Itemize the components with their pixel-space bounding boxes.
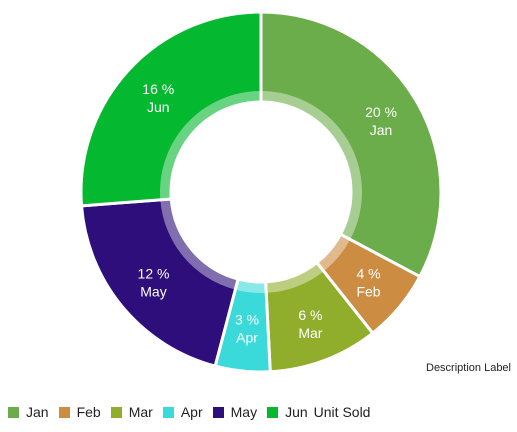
legend-swatch — [8, 406, 19, 418]
slice-inner-ring-may — [160, 198, 239, 290]
legend: Jan Feb Mar Apr May Jun Unit Sold — [8, 404, 370, 420]
legend-swatch — [162, 406, 174, 418]
slice-inner-ring-mar — [265, 262, 324, 293]
slice-category-label-may: May — [140, 284, 166, 300]
slice-value-label-may: 12 % — [138, 266, 170, 282]
legend-label: Mar — [128, 404, 153, 420]
slice-value-label-mar: 6 % — [298, 307, 322, 323]
slice-inner-ring-jan — [261, 91, 363, 240]
slice-value-label-jun: 16 % — [142, 81, 174, 97]
legend-item-feb[interactable]: Feb — [58, 404, 101, 420]
slice-category-label-jan: Jan — [370, 122, 393, 138]
slice-value-label-jan: 20 % — [365, 104, 397, 120]
legend-label: Feb — [76, 404, 101, 420]
legend-label: Apr — [180, 404, 203, 420]
slice-value-label-feb: 4 % — [356, 266, 380, 282]
slice-category-label-apr: Apr — [236, 329, 258, 345]
slice-jun[interactable] — [79, 10, 263, 208]
slice-inner-ring-jun — [160, 91, 261, 200]
slice-category-label-jun: Jun — [147, 99, 170, 115]
slice-category-label-mar: Mar — [298, 325, 322, 341]
legend-item-apr[interactable]: Apr — [162, 404, 203, 420]
legend-label: Jan — [26, 404, 49, 420]
slice-may[interactable] — [79, 197, 240, 368]
legend-swatch — [110, 406, 122, 418]
slice-inner-ring-apr — [235, 279, 267, 293]
legend-item-jan[interactable]: Jan — [8, 404, 49, 420]
legend-swatch — [267, 406, 279, 418]
legend-title: Unit Sold — [313, 404, 371, 420]
donut-chart-plot: 20 % Jan 4 % Feb 6 % Mar 3 % Apr 12 % May 16 % Jun — [79, 10, 443, 374]
slice-category-label-feb: Feb — [356, 284, 380, 300]
legend-item-mar[interactable]: Mar — [110, 404, 153, 420]
slice-value-label-apr: 3 % — [235, 311, 259, 327]
legend-label: May — [230, 404, 258, 420]
slice-jan[interactable] — [259, 10, 443, 279]
legend-item-jun[interactable]: Jun — [267, 404, 308, 420]
legend-swatch — [58, 406, 70, 418]
description-label: Description Label — [426, 362, 511, 374]
slice-inner-ring-feb — [316, 234, 351, 272]
legend-item-may[interactable]: May — [212, 404, 258, 420]
legend-swatch — [212, 406, 224, 418]
legend-label: Jun — [285, 404, 308, 420]
